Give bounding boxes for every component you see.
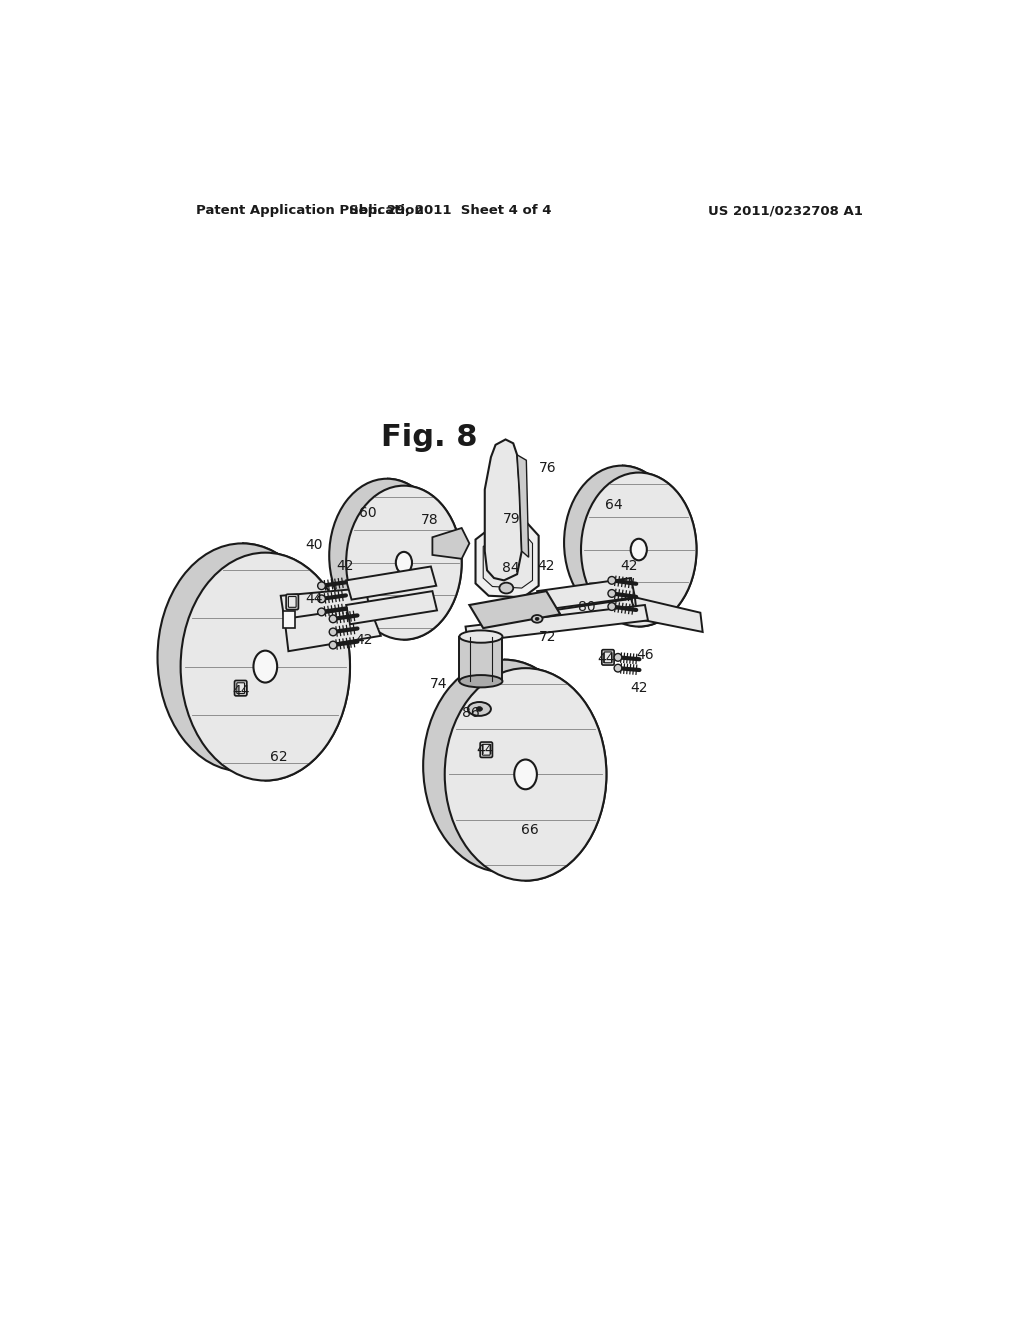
Polygon shape (243, 544, 350, 780)
Ellipse shape (536, 618, 539, 620)
Text: 72: 72 (540, 631, 557, 644)
Ellipse shape (564, 466, 680, 619)
Text: 44: 44 (305, 591, 323, 606)
Text: 42: 42 (336, 560, 353, 573)
Polygon shape (346, 591, 437, 624)
Ellipse shape (158, 544, 327, 771)
Ellipse shape (608, 590, 615, 597)
Text: 44: 44 (598, 652, 615, 665)
Ellipse shape (581, 473, 696, 627)
Ellipse shape (614, 664, 622, 672)
Text: 42: 42 (621, 560, 638, 573)
Text: Patent Application Publication: Patent Application Publication (196, 205, 424, 218)
Text: Fig. 8: Fig. 8 (381, 422, 477, 451)
Ellipse shape (423, 660, 585, 873)
Text: 44: 44 (476, 743, 494, 756)
Polygon shape (483, 531, 532, 589)
Polygon shape (538, 578, 635, 610)
Ellipse shape (317, 595, 326, 603)
FancyBboxPatch shape (237, 682, 245, 693)
FancyBboxPatch shape (480, 742, 493, 758)
Polygon shape (285, 607, 381, 651)
Ellipse shape (631, 539, 647, 560)
Text: 40: 40 (305, 539, 323, 552)
Ellipse shape (317, 609, 326, 616)
Polygon shape (387, 479, 462, 640)
Ellipse shape (330, 642, 337, 649)
Text: 78: 78 (421, 513, 438, 527)
Polygon shape (622, 466, 696, 627)
Text: 44: 44 (231, 684, 250, 698)
Ellipse shape (330, 628, 337, 636)
Polygon shape (484, 440, 521, 581)
FancyBboxPatch shape (604, 652, 611, 663)
Polygon shape (469, 591, 560, 628)
Ellipse shape (614, 653, 622, 661)
Text: 79: 79 (503, 512, 520, 525)
Polygon shape (538, 599, 637, 632)
Ellipse shape (317, 582, 326, 590)
FancyBboxPatch shape (234, 681, 247, 696)
Ellipse shape (330, 615, 337, 623)
Polygon shape (460, 636, 503, 681)
Text: 64: 64 (605, 498, 623, 512)
Text: 76: 76 (539, 461, 557, 475)
Text: 62: 62 (269, 751, 287, 764)
Polygon shape (432, 528, 469, 558)
Text: Sep. 29, 2011  Sheet 4 of 4: Sep. 29, 2011 Sheet 4 of 4 (349, 205, 551, 218)
Polygon shape (346, 566, 436, 599)
Ellipse shape (460, 631, 503, 643)
FancyBboxPatch shape (289, 597, 296, 607)
Ellipse shape (180, 553, 350, 780)
Text: 42: 42 (538, 560, 555, 573)
Text: 86: 86 (462, 706, 480, 719)
Polygon shape (504, 660, 606, 880)
FancyBboxPatch shape (482, 744, 490, 755)
Ellipse shape (514, 759, 537, 789)
Ellipse shape (460, 675, 503, 688)
Polygon shape (517, 455, 528, 557)
Ellipse shape (608, 603, 615, 610)
Ellipse shape (396, 552, 412, 573)
Text: 42: 42 (630, 681, 647, 696)
Ellipse shape (531, 615, 543, 623)
Text: 80: 80 (578, 599, 595, 614)
Ellipse shape (608, 577, 615, 585)
FancyBboxPatch shape (602, 649, 614, 665)
Text: 84: 84 (502, 561, 520, 576)
Text: 46: 46 (636, 648, 653, 663)
Polygon shape (281, 589, 370, 620)
Ellipse shape (330, 479, 444, 632)
Ellipse shape (468, 702, 490, 715)
Text: 60: 60 (358, 506, 377, 520)
Text: 42: 42 (355, 632, 373, 647)
Text: 66: 66 (520, 822, 539, 837)
Polygon shape (475, 519, 539, 597)
Ellipse shape (254, 651, 278, 682)
Ellipse shape (500, 582, 513, 594)
Ellipse shape (444, 668, 606, 880)
Text: 74: 74 (430, 677, 447, 690)
Ellipse shape (346, 486, 462, 640)
Ellipse shape (476, 706, 482, 711)
Polygon shape (466, 605, 648, 642)
Text: US 2011/0232708 A1: US 2011/0232708 A1 (708, 205, 863, 218)
FancyBboxPatch shape (286, 594, 298, 610)
FancyBboxPatch shape (283, 611, 295, 628)
Polygon shape (635, 597, 702, 632)
